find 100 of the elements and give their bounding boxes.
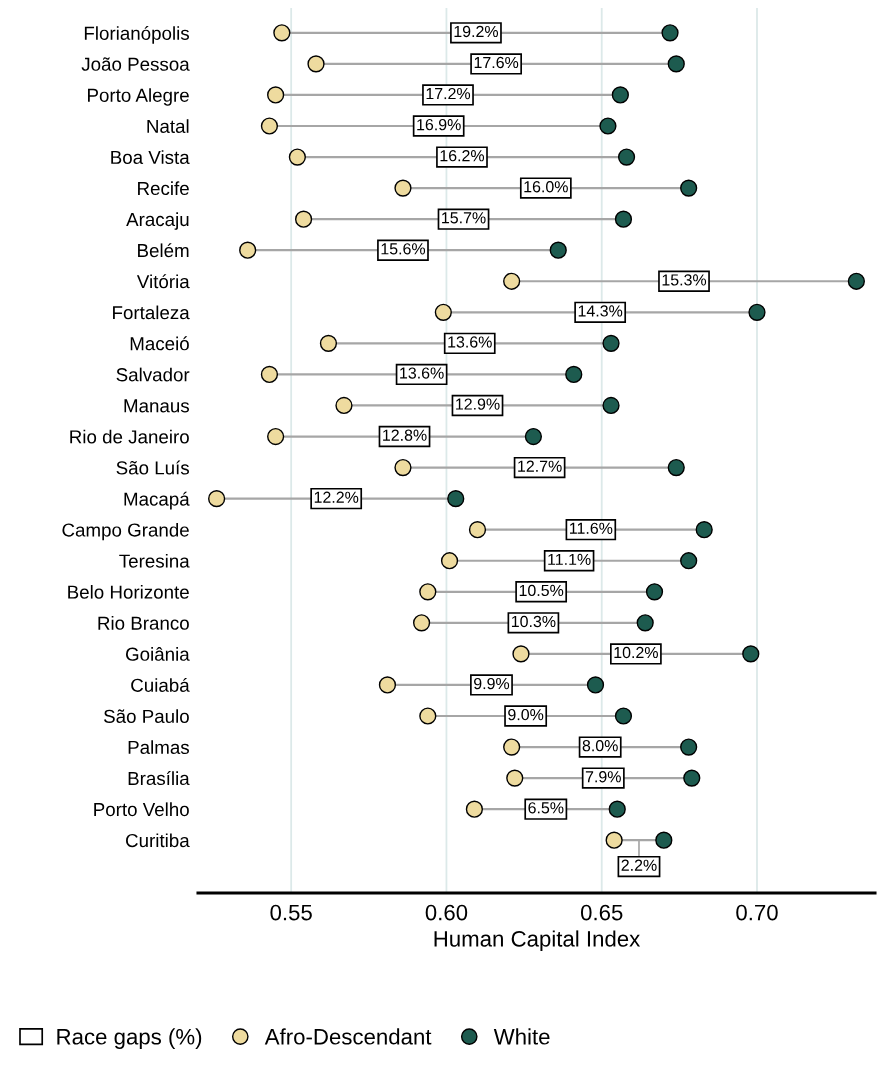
x-tick-label: 0.55	[270, 904, 312, 921]
point	[447, 490, 465, 508]
annotation: 12.9%	[456, 398, 500, 410]
annotation: 9.9%	[474, 677, 510, 690]
point	[468, 521, 487, 539]
point	[378, 676, 397, 694]
point	[419, 583, 437, 601]
y-tick-label: Teresina	[119, 553, 190, 568]
point	[661, 24, 679, 42]
point	[680, 738, 698, 756]
point	[667, 55, 685, 73]
point	[611, 86, 629, 104]
point	[506, 769, 524, 787]
point	[680, 552, 698, 570]
point	[636, 614, 654, 632]
y-tick-label: João Pessoa	[81, 57, 190, 71]
y-tick-label: São Paulo	[104, 709, 189, 723]
y-tick-label: Rio Branco	[98, 616, 189, 630]
point	[307, 55, 325, 73]
annotation: 13.6%	[400, 367, 444, 379]
point	[655, 831, 673, 849]
annotation: 19.2%	[454, 25, 499, 38]
point	[524, 427, 543, 446]
y-tick-label: Curitiba	[126, 833, 190, 848]
point	[608, 800, 626, 818]
point	[465, 800, 484, 818]
y-tick-label: Recife	[138, 181, 189, 196]
annotation: 12.7%	[518, 460, 562, 472]
annotation: 17.6%	[474, 56, 519, 69]
point	[565, 365, 583, 384]
y-tick-label: Rio de Janeiro	[70, 429, 189, 444]
x-axis-title: Human Capital Index	[434, 930, 641, 952]
y-tick-label: Maceió	[130, 336, 189, 351]
point	[602, 334, 620, 352]
legend-label: Afro-Descendant	[264, 1028, 432, 1045]
y-tick-label: Natal	[147, 119, 189, 133]
y-tick-label: Palmas	[128, 740, 189, 755]
legend-label: Race gaps (%)	[57, 1028, 202, 1049]
annotation: 10.2%	[614, 646, 658, 659]
point	[742, 645, 760, 663]
point	[512, 645, 530, 663]
point	[319, 334, 338, 352]
point	[614, 707, 633, 725]
annotation: 6.5%	[528, 802, 564, 814]
y-tick-label: Belo Horizonte	[68, 585, 189, 599]
x-tick-label: 0.65	[580, 904, 623, 921]
y-tick-label: Cuiabá	[131, 677, 190, 692]
annotation: 12.8%	[383, 429, 427, 441]
point	[695, 521, 713, 539]
point	[394, 458, 412, 477]
point	[549, 241, 567, 259]
point	[614, 210, 633, 228]
point	[267, 427, 285, 446]
y-tick-label: Macapá	[124, 491, 190, 510]
y-tick-label: Goiânia	[125, 647, 190, 661]
point	[394, 179, 412, 197]
y-tick-label: Porto Velho	[94, 802, 189, 817]
point	[335, 396, 353, 415]
point	[260, 117, 279, 135]
legend-label: White	[493, 1028, 550, 1045]
point	[288, 148, 306, 166]
annotation: 7.9%	[585, 771, 621, 783]
point	[294, 210, 313, 228]
point	[847, 272, 865, 290]
annotation: 11.1%	[548, 553, 591, 565]
point	[667, 458, 685, 477]
point	[419, 707, 437, 725]
x-tick-label: 0.60	[425, 904, 468, 921]
point	[605, 831, 623, 849]
point	[617, 148, 636, 166]
annotation: 15.6%	[381, 243, 426, 255]
point	[645, 583, 664, 601]
point	[503, 738, 521, 756]
y-tick-label: Salvador	[116, 367, 190, 382]
point	[412, 614, 431, 632]
annotation: 17.2%	[426, 87, 471, 100]
point	[586, 676, 605, 694]
annotation: 16.2%	[440, 150, 485, 162]
y-tick-label: Manaus	[124, 399, 189, 413]
y-tick-label: Brasília	[128, 771, 190, 786]
annotation: 16.0%	[524, 181, 568, 193]
annotation: 13.6%	[448, 336, 492, 348]
point	[602, 396, 620, 415]
point	[683, 769, 701, 787]
x-tick-label: 0.70	[736, 904, 778, 921]
annotation: 10.5%	[519, 584, 564, 597]
point	[599, 117, 617, 135]
y-tick-label: Porto Alegre	[88, 88, 189, 106]
point	[503, 272, 521, 290]
annotation: 9.0%	[508, 708, 544, 721]
point	[260, 365, 279, 384]
annotation: 8.0%	[582, 740, 618, 752]
y-tick-label: Florianópolis	[84, 25, 189, 44]
point	[267, 86, 285, 104]
point	[239, 241, 257, 259]
point	[208, 490, 226, 508]
point	[440, 552, 459, 570]
annotation: 14.3%	[578, 305, 623, 317]
annotation: 15.3%	[662, 274, 707, 286]
point	[273, 24, 291, 42]
